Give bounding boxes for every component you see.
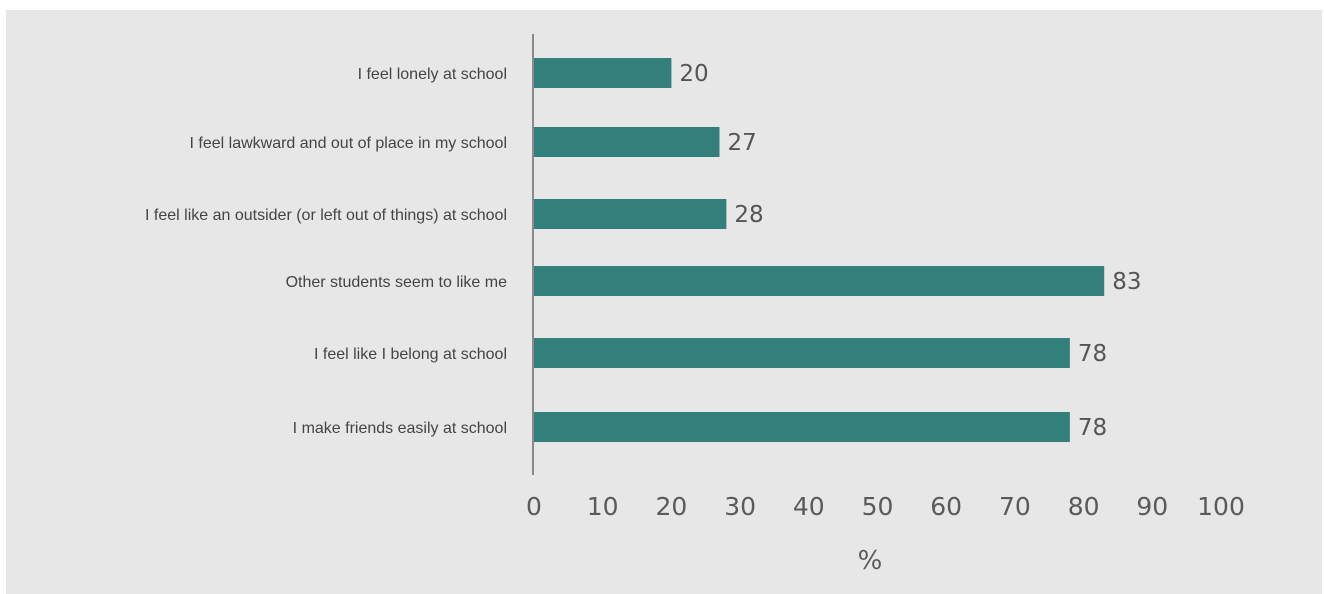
bar-4 [534,266,1105,296]
bar-6 [534,412,1070,442]
x-tick-label-30: 30 [724,492,756,521]
x-tick-label-90: 90 [1136,492,1168,521]
x-tick-label-40: 40 [793,492,825,521]
value-label-2: 27 [727,130,756,156]
value-labels: 20 27 28 83 78 78 [679,61,1141,441]
x-tick-label-100: 100 [1197,492,1245,521]
x-tick-label-50: 50 [862,492,894,521]
value-label-1: 20 [679,61,708,87]
chart-background [6,10,1322,594]
category-label-6: I make friends easily at school [293,420,507,437]
category-label-1: I feel lonely at school [358,66,507,83]
x-tick-label-70: 70 [999,492,1031,521]
bar-2 [534,127,720,157]
x-axis-title: % [858,546,883,576]
x-tick-label-60: 60 [930,492,962,521]
bar-5 [534,338,1070,368]
bar-1 [534,58,672,88]
x-tick-label-20: 20 [655,492,687,521]
category-label-2: I feel lawkward and out of place in my s… [190,135,508,152]
x-tick-label-0: 0 [526,492,542,521]
category-labels: I feel lonely at school I feel lawkward a… [145,66,507,437]
value-label-4: 83 [1112,269,1141,295]
x-tick-label-10: 10 [587,492,619,521]
value-label-6: 78 [1078,415,1107,441]
category-label-5: I feel like I belong at school [314,346,507,363]
bar-3 [534,199,727,229]
x-axis-ticks: 0 10 20 30 40 50 60 70 80 90 100 [526,492,1245,521]
bars-group [534,58,1105,442]
value-label-5: 78 [1078,341,1107,367]
x-tick-label-80: 80 [1068,492,1100,521]
category-label-4: Other students seem to like me [286,274,508,291]
value-label-3: 28 [734,202,763,228]
category-label-3: I feel like an outsider (or left out of … [145,207,507,224]
